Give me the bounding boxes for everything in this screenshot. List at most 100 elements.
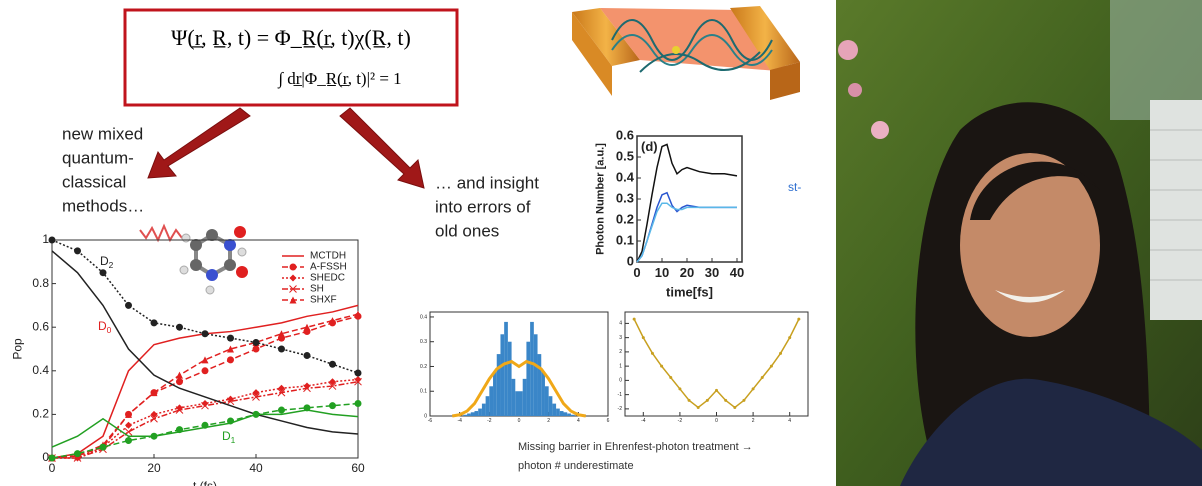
slide-screenshot: Ψ(r̲, R̲̲, t) = Φ_R̲̲(r̲, t)χ(R̲̲, t) ∫ … <box>0 0 1202 486</box>
legend-label: MCTDH <box>310 251 346 262</box>
marker <box>752 387 755 390</box>
legend-label: SHEDC <box>310 273 345 284</box>
marker <box>697 406 700 409</box>
marker <box>642 336 645 339</box>
marker <box>100 444 107 451</box>
marker <box>660 365 663 368</box>
marker <box>779 352 782 355</box>
x-tick-label: 2 <box>752 418 755 424</box>
histogram-bar <box>504 322 508 416</box>
histogram-bar <box>471 412 475 416</box>
marker <box>176 378 183 385</box>
marker <box>797 318 800 321</box>
marker <box>253 346 260 353</box>
histogram-bar <box>467 414 471 416</box>
x-tick-label: 0 <box>715 418 718 424</box>
histogram-bar <box>523 379 527 416</box>
legend-label: SHXF <box>310 295 337 306</box>
x-tick-label: 4 <box>788 418 791 424</box>
y-tick-label: 0.6 <box>616 127 634 142</box>
x-tick-label: 30 <box>705 265 719 280</box>
marker <box>278 407 285 414</box>
x-tick-label: 4 <box>577 418 580 424</box>
marker <box>304 404 311 411</box>
marker <box>227 335 234 342</box>
marker <box>49 455 56 462</box>
marker <box>290 264 297 271</box>
y-axis-label: Photon Number [a.u.] <box>595 143 607 255</box>
histogram-bar <box>508 342 512 416</box>
marker <box>733 406 736 409</box>
histogram-bar <box>475 411 479 416</box>
x-tick-label: 6 <box>607 418 610 424</box>
marker <box>651 352 654 355</box>
marker <box>761 376 764 379</box>
y-tick-label: 0.1 <box>420 389 427 395</box>
histogram-bar <box>478 409 482 416</box>
marker <box>202 422 209 429</box>
histogram-bar <box>486 396 490 416</box>
marker <box>678 387 681 390</box>
y-tick-label: 0.2 <box>420 364 427 370</box>
marker <box>355 369 362 376</box>
histogram-bar <box>545 386 549 416</box>
marker <box>100 269 107 276</box>
x-axis-label: time[fs] <box>666 285 713 300</box>
x-tick-label: 0 <box>49 461 56 475</box>
note-line: methods… <box>62 196 144 215</box>
marker <box>742 399 745 402</box>
y-tick-label: 0.4 <box>420 314 427 320</box>
y-tick-label: 2 <box>619 349 622 355</box>
marker <box>176 426 183 433</box>
x-axis-label: t (fs) <box>193 479 217 486</box>
y-tick-label: 0.4 <box>32 363 49 377</box>
y-tick-label: 0.2 <box>616 211 634 226</box>
histogram-bar <box>512 379 516 416</box>
histogram-bar <box>534 334 538 416</box>
y-tick-label: 4 <box>619 321 622 327</box>
histogram-bar <box>541 371 545 416</box>
y-tick-label: 0 <box>424 413 427 419</box>
marker <box>151 319 158 326</box>
histogram-bar <box>500 334 504 416</box>
x-tick-label: 20 <box>147 461 161 475</box>
y-tick-label: 0.1 <box>616 232 634 247</box>
x-tick-label: 20 <box>680 265 694 280</box>
y-tick-label: 0.8 <box>32 276 49 290</box>
marker <box>227 356 234 363</box>
annotation: (d) <box>641 139 658 154</box>
histogram-bar <box>526 342 530 416</box>
histogram-bar <box>497 354 501 416</box>
marker <box>74 247 81 254</box>
marker <box>74 450 81 457</box>
marker <box>202 367 209 374</box>
portrait-photo <box>836 0 1202 486</box>
marker <box>304 352 311 359</box>
note-line: … and insight <box>435 173 539 192</box>
note-line: classical <box>62 172 126 191</box>
annotation-subscript: 2 <box>109 260 114 270</box>
x-tick-label: -4 <box>457 418 462 424</box>
marker <box>329 361 336 368</box>
y-tick-label: 0.3 <box>616 190 634 205</box>
marker <box>688 399 691 402</box>
y-tick-label: 0 <box>619 378 622 384</box>
caption-line: Missing barrier in Ehrenfest-photon trea… <box>518 441 753 453</box>
y-tick-label: 1 <box>42 232 49 246</box>
histogram-bar <box>552 404 556 416</box>
y-axis-label: Pop <box>11 338 25 360</box>
marker <box>202 330 209 337</box>
y-tick-label: 0.4 <box>616 169 635 184</box>
annotation-text: D <box>222 429 231 443</box>
histogram-bar <box>564 412 568 416</box>
histogram-bar <box>515 391 519 416</box>
marker <box>633 318 636 321</box>
marker <box>253 339 260 346</box>
x-tick-label: 2 <box>547 418 550 424</box>
equation-normalization: ∫ dr̲|Φ_R̲̲(r̲, t)|² = 1 <box>277 69 401 89</box>
y-tick-label: 0.3 <box>420 339 427 345</box>
histogram-bar <box>571 415 575 416</box>
marker <box>278 346 285 353</box>
x-tick-label: -2 <box>487 418 492 424</box>
marker <box>253 411 260 418</box>
